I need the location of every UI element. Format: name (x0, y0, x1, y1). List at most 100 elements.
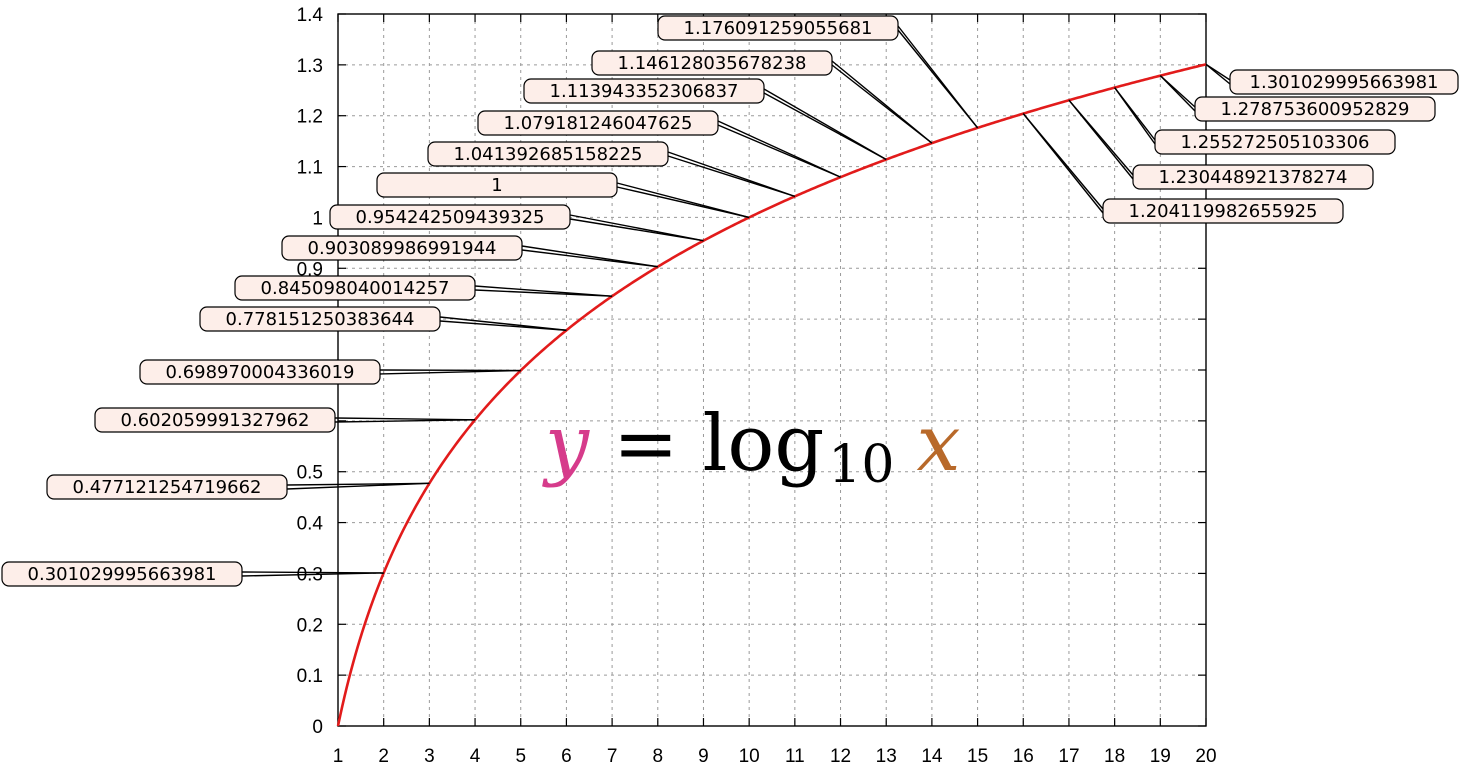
x-tick-label: 11 (785, 746, 805, 767)
x-tick-label: 4 (470, 746, 481, 767)
leader-line (521, 249, 658, 268)
y-tick-label: 0.9 (297, 259, 323, 280)
y-tick-label: 0.2 (297, 615, 323, 636)
y-tick-label: 0.4 (297, 514, 324, 535)
leader-line (763, 92, 887, 161)
leader-line (667, 155, 796, 198)
callout-box (591, 50, 833, 76)
equation-arg: x (916, 399, 960, 489)
callout-label: 0.778151250383644 (226, 309, 415, 330)
callout-label: 0.903089986991944 (308, 238, 497, 259)
callout-box (1132, 164, 1374, 190)
equation-lhs: y (542, 399, 590, 489)
x-tick-label: 10 (739, 746, 760, 767)
callout: 0.602059991327962 (94, 407, 476, 433)
callout-box (234, 275, 476, 301)
leader-line (439, 320, 567, 331)
equation: y = log 10 x (542, 399, 960, 495)
equation-sub: 10 (828, 435, 894, 495)
leader-line (474, 289, 613, 297)
y-tick-label: 1.1 (297, 158, 323, 179)
callout-box (376, 172, 618, 198)
y-tick-label: 1 (312, 208, 323, 229)
leader-line (379, 369, 521, 375)
callout: 1.230448921378274 (1068, 99, 1374, 190)
leader-line (569, 218, 704, 242)
callout: 1.278753600952829 (1159, 75, 1436, 122)
callout-label: 1.176091259055681 (684, 18, 873, 39)
x-tick-label: 7 (607, 746, 618, 767)
log-curve (336, 63, 1207, 727)
x-tick-label: 6 (561, 746, 572, 767)
leader-line (1022, 113, 1104, 214)
leader-line (897, 29, 979, 129)
leader-line (717, 124, 841, 178)
callout: 0.903089986991944 (281, 235, 658, 268)
y-tick-label: 0.1 (297, 666, 323, 687)
x-tick-label: 18 (1104, 746, 1125, 767)
x-tick-label: 16 (1013, 746, 1034, 767)
x-tick-label: 20 (1195, 746, 1216, 767)
callout-box (281, 235, 523, 261)
x-tick-label: 15 (967, 746, 988, 767)
tick-labels: 1 2 3 4 5 6 7 8 9 10 11 12 13 14 15 16 17 18 19 2000.10.20.… (297, 5, 1217, 767)
callout-label: 1.041392685158225 (454, 144, 643, 165)
callout: 1.255272505103306 (1114, 87, 1396, 155)
callout-box (329, 204, 571, 230)
callout-label: 1.113943352306837 (550, 81, 739, 102)
leader-line (1068, 99, 1134, 180)
callout: 1.301029995663981 (1205, 63, 1459, 95)
leader-line (616, 186, 750, 219)
x-tick-label: 2 (378, 746, 389, 767)
y-tick-label: 1.4 (297, 5, 324, 26)
leader-line (241, 572, 384, 577)
callout: 0.845098040014257 (234, 275, 613, 301)
callout: 1.146128035678238 (591, 50, 933, 144)
value-callouts: 0.301029995663981 0.477121254719662 0.6020… (1, 15, 1459, 587)
callout-box (477, 110, 719, 136)
x-tick-label: 12 (830, 746, 851, 767)
callout: 1.079181246047625 (477, 110, 841, 178)
callout-label: 1.204119982655925 (1129, 201, 1318, 222)
x-tick-label: 8 (653, 746, 664, 767)
equation-equals: = (613, 399, 678, 489)
callout: 0.778151250383644 (199, 306, 567, 332)
callout: 0.954242509439325 (329, 204, 704, 242)
callout-box (94, 407, 336, 433)
callout-box (1229, 69, 1459, 95)
grid-lines (338, 14, 1206, 726)
x-tick-label: 17 (1058, 746, 1079, 767)
callout-box (427, 141, 669, 167)
callout-label: 0.845098040014257 (261, 278, 450, 299)
callout-label: 1.146128035678238 (618, 53, 807, 74)
x-tick-label: 9 (698, 746, 709, 767)
callout-box (657, 15, 899, 41)
callout-label: 1.255272505103306 (1181, 132, 1370, 153)
callout-label: 1 (491, 175, 502, 196)
y-tick-label: 1.2 (297, 107, 323, 128)
callout-label: 1.278753600952829 (1221, 99, 1410, 120)
x-tick-label: 1 (333, 746, 344, 767)
callout-box (1194, 96, 1436, 122)
x-tick-label: 13 (876, 746, 897, 767)
x-tick-label: 3 (424, 746, 435, 767)
callout-label: 1.230448921378274 (1159, 167, 1348, 188)
callout-label: 0.954242509439325 (356, 207, 545, 228)
callout-box (199, 306, 441, 332)
leader-line (1159, 75, 1196, 112)
callout: 1.204119982655925 (1022, 113, 1344, 224)
callout: 1.113943352306837 (523, 78, 887, 161)
callout-label: 0.301029995663981 (28, 564, 217, 585)
leader-line (1114, 87, 1156, 145)
callout-box (523, 78, 765, 104)
leader-line (334, 419, 476, 423)
y-tick-label: 0.5 (297, 463, 323, 484)
callout-box (1102, 198, 1344, 224)
callout-label: 1.079181246047625 (504, 113, 693, 134)
y-tick-label: 0 (312, 717, 323, 738)
callout-label: 0.602059991327962 (121, 410, 310, 431)
leader-line (286, 482, 430, 490)
callout-box (46, 474, 288, 500)
callout: 0.301029995663981 (1, 561, 384, 587)
x-tick-label: 14 (921, 746, 943, 767)
